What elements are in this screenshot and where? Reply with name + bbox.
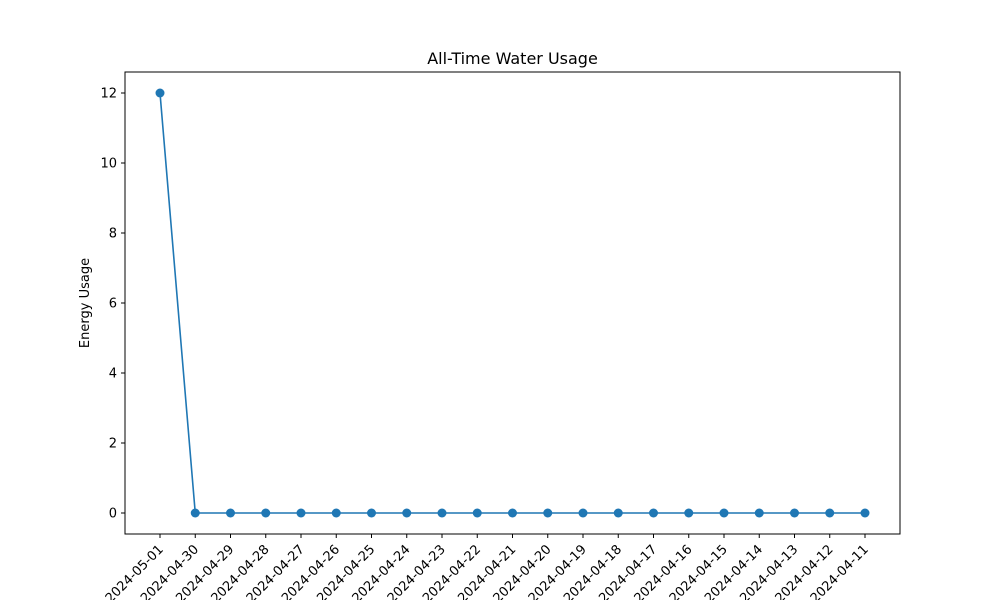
- data-point: [190, 508, 200, 518]
- data-point: [825, 508, 835, 518]
- y-tick-label: 12: [100, 87, 117, 102]
- data-point: [754, 508, 764, 518]
- y-axis: 0 2 4 6 8 10 12: [100, 87, 125, 522]
- y-tick-label: 0: [109, 507, 117, 522]
- data-point: [684, 508, 694, 518]
- data-point: [508, 508, 517, 518]
- data-point: [402, 508, 412, 518]
- data-point: [543, 508, 553, 518]
- y-tick-label: 6: [109, 297, 117, 312]
- data-point: [261, 508, 271, 518]
- data-point: [613, 508, 623, 518]
- data-point: [226, 508, 235, 518]
- y-tick-label: 4: [109, 367, 117, 382]
- y-tick-label: 8: [109, 227, 117, 242]
- data-point: [296, 508, 306, 518]
- y-axis-label: Energy Usage: [78, 258, 93, 348]
- y-tick-label: 2: [109, 437, 117, 452]
- y-tick-label: 10: [100, 157, 117, 172]
- data-point: [790, 508, 799, 518]
- data-point: [649, 508, 658, 518]
- data-point: [367, 508, 376, 518]
- data-point: [437, 508, 447, 518]
- data-point: [719, 508, 729, 518]
- plot-area: [124, 71, 901, 535]
- series-group: [155, 88, 870, 518]
- data-point: [155, 88, 165, 98]
- data-point: [331, 508, 341, 518]
- chart-title: All-Time Water Usage: [427, 49, 598, 68]
- data-point: [578, 508, 588, 518]
- data-point: [472, 508, 482, 518]
- data-point: [860, 508, 870, 518]
- x-axis: 2024-05-012024-04-302024-04-292024-04-28…: [103, 534, 872, 600]
